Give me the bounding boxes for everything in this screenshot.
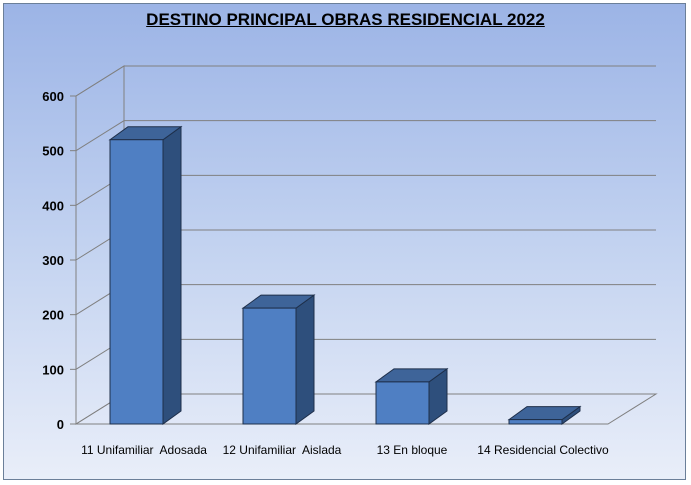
gridline [75,120,656,152]
chart-title: DESTINO PRINCIPAL OBRAS RESIDENCIAL 2022 [146,10,545,29]
y-tick-label: 100 [42,362,64,377]
x-tick-label: 11 Unifamiliar Adosada [81,443,207,457]
bar [109,139,164,425]
y-tick-label: 300 [42,253,64,268]
bar [242,307,297,425]
y-tick-label: 600 [42,89,64,104]
y-tick-label: 400 [42,198,64,213]
bar-chart: 0 100 200 300 400 500 600 11 Unifamiliar Adosad… [42,65,658,457]
x-tick-label: 14 Residencial Colectivo [477,443,609,457]
chart-area: DESTINO PRINCIPAL OBRAS RESIDENCIAL 2022… [3,3,686,480]
gridline [75,65,656,97]
bar-side [295,294,315,425]
bar [375,381,430,425]
floor [74,393,658,425]
y-tick-label: 500 [42,144,64,159]
x-tick-label: 12 Unifamiliar Aislada [223,443,342,457]
bar [508,419,563,425]
y-tick-label: 200 [42,308,64,323]
bar-side [162,125,182,425]
y-tick-label: 0 [57,417,64,432]
x-tick-label: 13 En bloque [377,443,448,457]
